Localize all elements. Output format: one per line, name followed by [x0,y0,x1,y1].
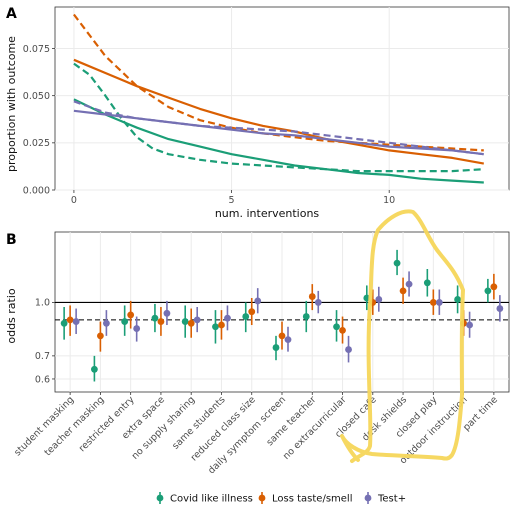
legend-key-dot-taste [258,494,266,502]
point-taste [278,332,286,340]
panel-a-x-tick-label: 5 [229,195,235,206]
point-test [284,336,292,344]
panel-a-grid [54,6,510,191]
panel-a: A 0.000 0.025 0.050 0.075 0 5 10 num. interve… [5,6,510,220]
panel-a-y-ticks: 0.000 0.025 0.050 0.075 [23,44,55,196]
point-taste [399,287,407,295]
point-test [163,309,171,317]
panel-b-points [60,249,504,382]
point-test [72,318,80,325]
panel-b-y-tick-label: 1.0 [35,298,50,309]
panel-a-label: A [6,6,17,22]
point-test [254,297,262,305]
legend-key-dot-covid [156,494,164,502]
panel-a-x-ticks: 0 5 10 [71,190,395,206]
point-covid [302,313,310,320]
point-taste [308,293,316,300]
point-taste [339,326,346,334]
point-taste [490,283,498,291]
point-covid [60,319,68,327]
point-test [224,314,231,322]
point-test [314,299,322,306]
panel-a-frame [54,6,510,191]
point-taste [218,321,225,329]
legend-key-dot-test [364,494,372,502]
panel-b-y-ticks: 0.6 0.7 1.0 [35,298,55,385]
point-covid [212,323,219,331]
panel-a-y-tick-label: 0.075 [23,44,50,55]
point-taste [187,319,195,327]
point-covid [484,287,492,295]
point-test [103,319,110,327]
point-covid [181,318,189,325]
point-taste [127,311,135,319]
panel-b-y-tick-label: 0.6 [35,374,50,385]
point-test [345,346,352,353]
panel-a-y-tick-label: 0.000 [23,185,50,196]
panel-b-y-axis-title: odds ratio [5,288,18,344]
point-test [405,280,413,288]
point-taste [157,318,165,325]
point-covid [454,296,461,303]
point-taste [248,308,256,316]
point-covid [151,314,159,322]
legend-label-test: Test+ [377,494,406,505]
series-line-covid-solid [73,98,484,184]
point-covid [333,323,340,331]
point-covid [121,318,129,325]
point-test [435,299,443,306]
panel-a-series [73,13,484,184]
panel-a-y-tick-label: 0.050 [23,91,50,102]
point-covid [242,313,250,320]
panel-a-x-tick-label: 10 [383,195,395,206]
point-taste [66,316,74,324]
point-taste [429,299,437,306]
point-covid [423,279,431,287]
panel-a-x-tick-label: 0 [71,195,77,206]
panel-b-label: B [6,232,17,248]
point-test [133,325,141,332]
point-test [466,321,473,329]
point-taste [97,332,104,340]
panel-a-y-tick-label: 0.025 [23,138,50,149]
point-test [193,316,201,324]
highlight-loop [340,209,465,463]
point-test [375,296,383,303]
point-covid [272,344,280,351]
series-line-covid-dashed [73,62,484,173]
panel-a-y-axis-title: proportion with outcome [5,36,18,172]
series-line-test-dashed [73,100,484,156]
point-covid [393,259,401,267]
legend-label-covid: Covid like illness [170,494,253,505]
panel-b-y-tick-label: 0.7 [35,351,50,362]
point-covid [91,365,98,373]
legend-label-taste: Loss taste/smell [272,494,352,505]
panel-a-x-axis-title: num. interventions [215,207,320,220]
legend: Covid like illness Loss taste/smell Test+ [156,492,406,505]
series-line-taste-solid [73,58,484,165]
point-test [496,305,504,312]
